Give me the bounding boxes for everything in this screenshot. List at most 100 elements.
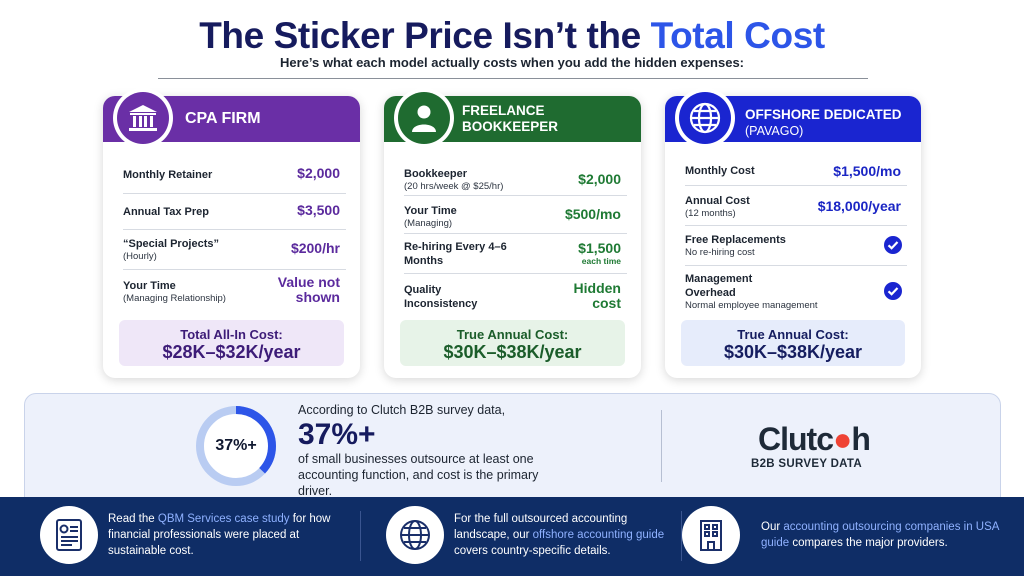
row-label-text: Annual Cost — [685, 195, 750, 207]
page-subtitle: Here’s what each model actually costs wh… — [279, 55, 745, 70]
stat-intro: According to Clutch B2B survey data, — [298, 403, 506, 417]
cost-row: Bookkeeper (20 hrs/week @ $25/hr) $2,000 — [404, 158, 627, 196]
cost-row: Monthly Retainer $2,000 — [123, 158, 346, 194]
card-title: FREELANCE BOOKKEEPER — [462, 103, 558, 135]
row-label: Your Time (Managing) — [404, 204, 457, 230]
card-title: CPA FIRM — [185, 110, 261, 127]
cost-row: Free Replacements No re-hiring cost — [685, 226, 907, 266]
row-value: $18,000/year — [817, 198, 901, 214]
row-label: Quality Inconsistency — [404, 284, 478, 310]
cost-row: Annual Cost (12 months) $18,000/year — [685, 186, 907, 226]
stat-body: of small businesses outsource at least o… — [298, 452, 539, 498]
row-sublabel: (Managing) — [404, 218, 453, 229]
row-value: Value not shown — [277, 274, 340, 305]
total-label: Total All-In Cost: — [180, 327, 283, 342]
row-label-text: Your Time — [404, 205, 457, 217]
row-sublabel: (12 months) — [685, 208, 736, 219]
footer-text: Read the QBM Services case study for how… — [108, 511, 340, 559]
total-value: $30K–$38K/year — [723, 342, 863, 362]
footer-text: For the full outsourced accounting lands… — [454, 511, 668, 559]
row-label-text: Bookkeeper — [404, 168, 467, 180]
card-title-line2: (PAVAGO) — [745, 124, 804, 138]
footer-item-case-study: Read the QBM Services case study for how… — [0, 497, 360, 576]
check-icon — [883, 235, 903, 258]
progress-ring-fill — [196, 406, 276, 486]
footer-link-offshore-guide[interactable]: offshore accounting guide — [532, 529, 665, 541]
bank-icon — [117, 92, 169, 144]
footer-divider — [360, 511, 361, 561]
row-label: “Special Projects” (Hourly) — [123, 237, 219, 263]
card-title: OFFSHORE DEDICATED (PAVAGO) — [745, 107, 902, 139]
row-sublabel: (Hourly) — [123, 251, 157, 262]
card-title-line2: BOOKKEEPER — [462, 119, 559, 134]
total-label: True Annual Cost: — [456, 327, 569, 342]
row-label: Re-hiring Every 4–6 Months — [404, 241, 507, 267]
footer-text-pre: Read the — [108, 513, 158, 525]
row-label: Monthly Retainer — [123, 169, 213, 181]
card-offshore-dedicated: OFFSHORE DEDICATED (PAVAGO) Monthly Cost… — [665, 88, 921, 378]
row-value: $3,500 — [297, 202, 340, 218]
row-label: Management Overhead Normal employee manag… — [685, 272, 825, 312]
ring-label: 37%+ — [215, 437, 257, 454]
card-icon-badge — [113, 88, 173, 148]
card-cpa-firm: CPA FIRM Monthly Retainer $2,000 Annual … — [103, 88, 360, 378]
cost-row: Your Time (Managing Relationship) Value n… — [123, 270, 346, 310]
check-icon — [883, 281, 903, 304]
cost-row: Management Overhead Normal employee manag… — [685, 266, 907, 314]
total-box: Total All-In Cost: $28K–$32K/year — [119, 320, 344, 366]
row-sublabel: (20 hrs/week @ $25/hr) — [404, 181, 504, 192]
stat-panel — [24, 393, 1001, 513]
title-main: The Sticker Price Isn’t the — [199, 15, 651, 56]
row-label: Bookkeeper (20 hrs/week @ $25/hr) — [404, 167, 503, 193]
row-value: $2,000 — [297, 165, 340, 181]
title-highlight: Total Cost — [650, 15, 826, 56]
clutch-logo: Clutc●h — [758, 420, 871, 458]
row-sublabel: Normal employee management — [685, 300, 818, 311]
total-value: $28K–$32K/year — [162, 342, 301, 362]
total-label: True Annual Cost: — [737, 327, 849, 342]
row-value: $200/hr — [290, 240, 340, 256]
cost-row: Annual Tax Prep $3,500 — [123, 194, 346, 230]
globe-icon — [386, 506, 444, 564]
progress-ring — [196, 406, 276, 486]
cost-row: Your Time (Managing) $500/mo — [404, 196, 627, 234]
total-box: True Annual Cost: $30K–$38K/year — [681, 320, 905, 366]
card-icon-badge — [394, 88, 454, 148]
footer-divider — [681, 511, 682, 561]
person-icon — [398, 92, 450, 144]
page-title: The Sticker Price Isn’t the Total Cost — [0, 14, 1024, 58]
row-label-text: Your Time — [123, 280, 176, 292]
row-value: $2,000 — [578, 171, 621, 187]
globe-icon — [679, 92, 731, 144]
footer-text: Our accounting outsourcing companies in … — [761, 519, 1001, 551]
clutch-subtitle: B2B SURVEY DATA — [751, 458, 863, 470]
footer-text-pre: For the full outsourced accounting lands… — [454, 513, 628, 541]
footer-item-offshore-guide: For the full outsourced accounting lands… — [361, 497, 681, 576]
row-label: Annual Tax Prep — [123, 206, 209, 218]
cost-row: Quality Inconsistency Hidden cost — [404, 274, 627, 314]
row-label: Your Time (Managing Relationship) — [123, 279, 226, 305]
cost-row: Re-hiring Every 4–6 Months $1,500 each ti… — [404, 234, 627, 274]
footer-text-post: covers country-specific details. — [454, 545, 611, 557]
building-icon — [682, 506, 740, 564]
footer-bar: Read the QBM Services case study for how… — [0, 497, 1024, 576]
row-label-text: “Special Projects” — [123, 238, 219, 250]
stat-big-number: 37%+ — [298, 418, 376, 451]
row-label: Monthly Cost — [685, 165, 755, 177]
footer-link-usa-guide[interactable]: accounting outsourcing companies in USA … — [761, 521, 999, 549]
row-sublabel: No re-hiring cost — [685, 247, 755, 258]
card-freelance-bookkeeper: FREELANCE BOOKKEEPER Bookkeeper (20 hrs/w… — [384, 88, 641, 378]
cost-row: Monthly Cost $1,500/mo — [685, 154, 907, 186]
footer-text-pre: Our — [761, 521, 784, 533]
row-value: $1,500 each time — [578, 241, 621, 267]
footer-text-post: compares the major providers. — [789, 537, 948, 549]
row-label-text: Management Overhead — [685, 273, 753, 299]
cost-row: “Special Projects” (Hourly) $200/hr — [123, 230, 346, 270]
footer-item-usa-guide: Our accounting outsourcing companies in … — [682, 497, 1024, 576]
total-value: $30K–$38K/year — [443, 342, 582, 362]
card-icon-badge — [675, 88, 735, 148]
card-title-line1: FREELANCE — [462, 103, 545, 118]
header-divider — [158, 78, 868, 79]
footer-link-case-study[interactable]: QBM Services case study — [157, 513, 290, 525]
